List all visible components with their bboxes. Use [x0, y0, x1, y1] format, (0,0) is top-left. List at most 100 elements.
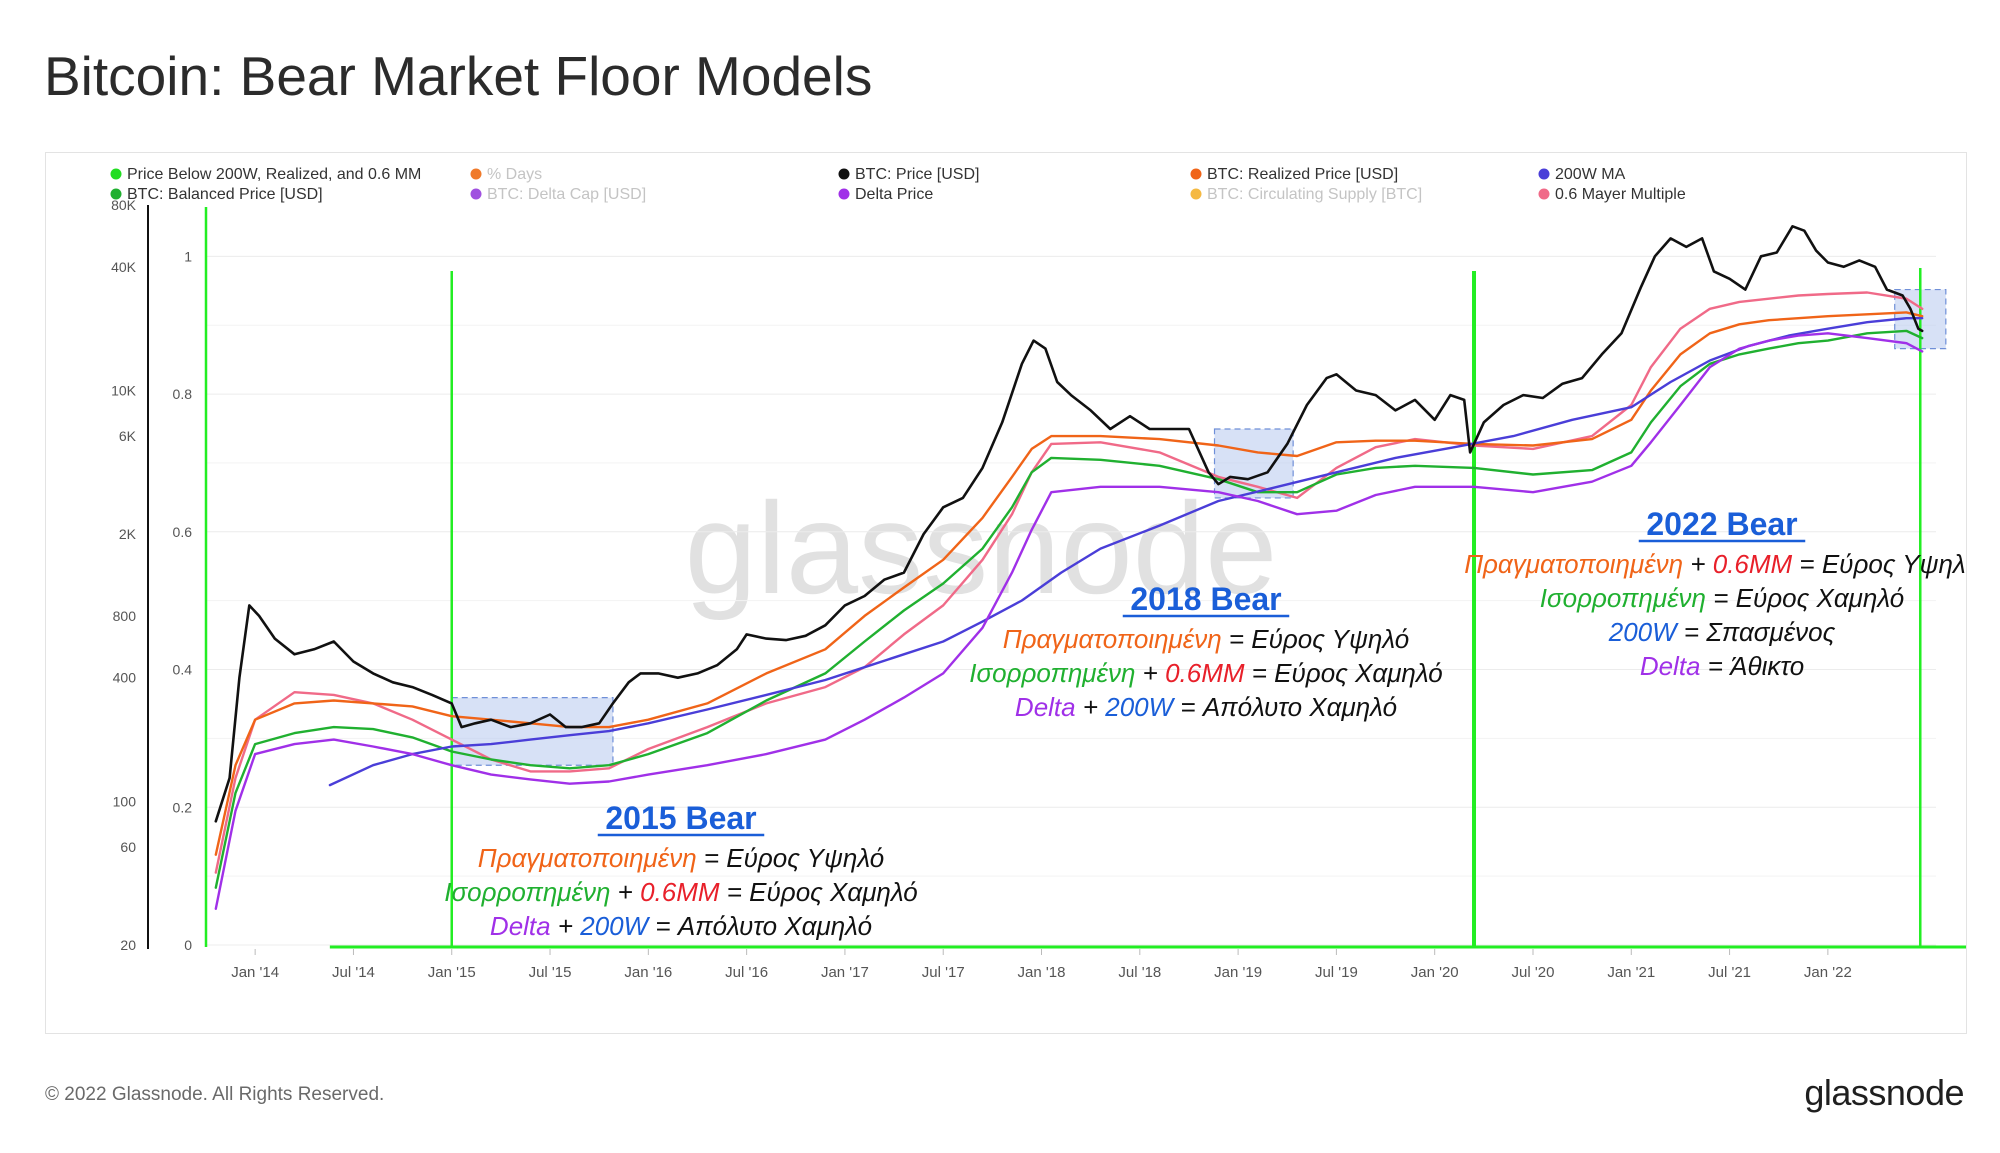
x-tick-label: Jan '16	[624, 964, 672, 981]
legend-item[interactable]: BTC: Circulating Supply [BTC]	[1207, 186, 1422, 203]
legend-dot	[1538, 188, 1550, 200]
legend-dot	[470, 168, 482, 180]
annotation-line: Ισορροπημένη + 0.6MM = Εύρος Χαμηλό	[444, 877, 918, 907]
legend-dot	[838, 168, 850, 180]
x-tick-label: Jul '16	[725, 964, 768, 981]
bear-zone-0	[451, 697, 614, 766]
annotation-segment: = Απόλυτο Χαμηλό	[648, 911, 872, 941]
annotation-segment: = Άθικτο	[1701, 651, 1805, 681]
annotation-title: 2022 Bear	[1646, 506, 1797, 542]
series-btc-realized-price-usd-	[214, 311, 1924, 856]
series-btc-balanced-price-usd-	[214, 329, 1924, 889]
watermark: glassnode	[685, 475, 1278, 621]
brand-logo: glassnode	[1804, 1072, 1964, 1113]
y-inner-tick-label: 0.6	[173, 524, 193, 540]
annotation-segment: 0.6MM	[640, 877, 720, 907]
annotation-segment: = Σπασμένος	[1677, 617, 1836, 647]
series-200w-ma	[328, 317, 1924, 787]
annotation-segment: +	[1683, 549, 1713, 579]
y-tick-label: 2K	[119, 526, 137, 542]
x-tick-label: Jul '14	[332, 964, 375, 981]
x-tick-label: Jan '22	[1804, 964, 1852, 981]
annotation-segment: Delta	[1640, 651, 1701, 681]
legend-item[interactable]: Price Below 200W, Realized, and 0.6 MM	[127, 166, 421, 183]
x-tick-label: Jan '20	[1411, 964, 1459, 981]
annotation-segment: 200W	[1608, 617, 1679, 647]
y-tick-label: 800	[113, 608, 137, 624]
annotation-segment: Ισορροπημένη	[969, 658, 1135, 688]
legend-dot	[110, 188, 122, 200]
y-tick-label: 6K	[119, 428, 137, 444]
legend-dot	[1538, 168, 1550, 180]
x-tick-label: Jul '19	[1315, 964, 1358, 981]
annotation-segment: Πραγματοποιημένη	[1464, 549, 1683, 579]
annotation-segment: 200W	[579, 911, 650, 941]
annotation-line: 200W = Σπασμένος	[1608, 617, 1836, 647]
annotation-line: Delta + 200W = Απόλυτο Χαμηλό	[490, 911, 872, 941]
y-inner-tick-label: 1	[184, 248, 192, 264]
legend-item[interactable]: Delta Price	[855, 186, 933, 203]
legend-item[interactable]: BTC: Realized Price [USD]	[1207, 166, 1398, 183]
annotation-segment: = Εύρος Χαμηλό	[1706, 583, 1904, 613]
annotation-segment: +	[1076, 692, 1106, 722]
annotation-segment: 200W	[1104, 692, 1175, 722]
annotation-line: Πραγματοποιημένη = Εύρος Υψηλό	[1003, 624, 1410, 654]
legend-dot	[110, 168, 122, 180]
legend-item[interactable]: 200W MA	[1555, 166, 1626, 183]
x-tick-label: Jan '18	[1018, 964, 1066, 981]
annotation-segment: 0.6MM	[1165, 658, 1245, 688]
annotation-segment: = Εύρος Χαμηλό	[1245, 658, 1443, 688]
legend-item[interactable]: 0.6 Mayer Multiple	[1555, 186, 1686, 203]
annotation-segment: = Απόλυτο Χαμηλό	[1173, 692, 1397, 722]
legend-item[interactable]: % Days	[487, 166, 542, 183]
y-inner-tick-label: 0	[184, 937, 192, 953]
page-title: Bitcoin: Bear Market Floor Models	[44, 45, 873, 107]
y-inner-tick-label: 0.4	[173, 662, 193, 678]
x-tick-label: Jul '20	[1512, 964, 1555, 981]
legend-dot	[1190, 168, 1202, 180]
series-delta-price	[214, 332, 1924, 910]
annotation-segment: +	[1135, 658, 1165, 688]
annotation-segment: = Εύρος Υψηλό	[1792, 549, 1966, 579]
annotation-line: Πραγματοποιημένη + 0.6MM = Εύρος Υψηλό	[1464, 549, 1966, 579]
annotation-line: Πραγματοποιημένη = Εύρος Υψηλό	[478, 843, 885, 873]
legend-dot	[838, 188, 850, 200]
x-tick-label: Jan '14	[231, 964, 279, 981]
annotation-segment: +	[551, 911, 581, 941]
copyright-notice: © 2022 Glassnode. All Rights Reserved.	[45, 1084, 385, 1105]
series	[214, 225, 1924, 910]
legend-item[interactable]: BTC: Balanced Price [USD]	[127, 186, 323, 203]
annotation-line: Ισορροπημένη + 0.6MM = Εύρος Χαμηλό	[969, 658, 1443, 688]
x-tick-label: Jan '21	[1607, 964, 1655, 981]
x-tick-label: Jul '18	[1118, 964, 1161, 981]
legend-dot	[470, 188, 482, 200]
annotation-segment: 0.6MM	[1713, 549, 1793, 579]
x-tick-label: Jul '15	[529, 964, 572, 981]
legend-dot	[1190, 188, 1202, 200]
annotation-line: Delta + 200W = Απόλυτο Χαμηλό	[1015, 692, 1397, 722]
annotation-title: 2018 Bear	[1130, 581, 1281, 617]
annotation-line: Delta = Άθικτο	[1640, 651, 1804, 681]
x-tick-label: Jan '15	[428, 964, 476, 981]
series-btc-price-usd-	[214, 225, 1924, 823]
annotation-segment: = Εύρος Υψηλό	[697, 843, 885, 873]
y-tick-label: 80K	[111, 197, 137, 213]
x-tick-label: Jan '19	[1214, 964, 1262, 981]
x-tick-label: Jul '21	[1708, 964, 1751, 981]
y-tick-label: 60	[120, 839, 136, 855]
x-tick-label: Jan '17	[821, 964, 869, 981]
legend-item[interactable]: BTC: Price [USD]	[855, 166, 979, 183]
y-inner-tick-label: 0.8	[173, 386, 193, 402]
y-tick-label: 100	[113, 793, 137, 809]
axes: 80K 40K 10K 6K 2K 800 400 100 60 20 1 0.8 0.6 0.4 0.2 0…	[111, 197, 1852, 981]
annotation-segment: = Εύρος Υψηλό	[1222, 624, 1410, 654]
annotation-segment: Πραγματοποιημένη	[478, 843, 697, 873]
annotation-segment: Delta	[490, 911, 551, 941]
annotation-segment: Πραγματοποιημένη	[1003, 624, 1222, 654]
legend[interactable]: Price Below 200W, Realized, and 0.6 MM % …	[110, 166, 1686, 203]
annotation-segment: Ισορροπημένη	[444, 877, 610, 907]
legend-item[interactable]: BTC: Delta Cap [USD]	[487, 186, 646, 203]
y-tick-label: 10K	[111, 383, 137, 399]
signal-markers	[204, 207, 1966, 949]
annotation-segment: +	[610, 877, 640, 907]
